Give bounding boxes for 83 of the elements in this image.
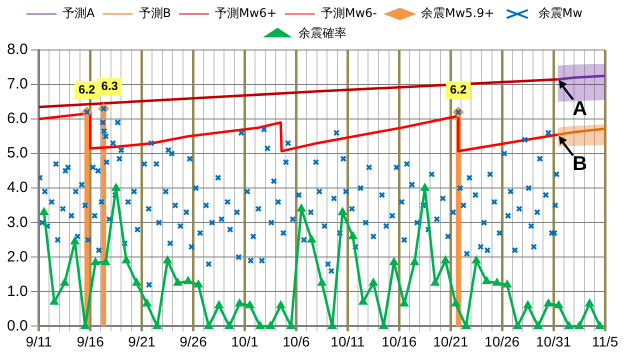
y-tick-label: 5.0: [6, 144, 28, 162]
point: [338, 207, 347, 216]
point: [184, 276, 193, 284]
point: [256, 321, 265, 329]
data-label: 6.2: [450, 82, 467, 96]
y-tick-label: 6.0: [6, 110, 28, 128]
point: [245, 300, 254, 308]
y-tick-label: 0.0: [6, 317, 28, 334]
y-tick-label: 3.0: [6, 214, 28, 231]
x-tick-label: 10/21: [433, 333, 468, 350]
point: [194, 280, 203, 288]
y-tick-label: 4.0: [6, 179, 28, 196]
y-tick-label: 8.0: [6, 41, 28, 58]
point: [296, 204, 306, 212]
point: [420, 183, 430, 191]
point: [492, 278, 502, 286]
point: [132, 278, 142, 286]
legend-label: 予測B: [138, 6, 171, 20]
point: [101, 257, 110, 266]
point: [318, 278, 326, 286]
point: [451, 298, 460, 307]
point: [574, 321, 584, 329]
y-tick-label: 1.0: [6, 282, 28, 300]
point: [390, 257, 398, 266]
x-tick-label: 10/16: [382, 333, 417, 350]
point: [534, 321, 542, 329]
data-label: 6.3: [101, 79, 118, 94]
point: [142, 298, 152, 307]
point: [400, 298, 409, 307]
legend-label: 予測A: [62, 6, 96, 20]
point: [204, 321, 214, 329]
point: [368, 278, 378, 286]
point: [235, 298, 244, 307]
point: [430, 278, 440, 286]
point: [152, 321, 162, 329]
point: [441, 256, 450, 264]
point: [410, 257, 419, 266]
annotation: A: [572, 98, 588, 120]
point: [595, 321, 604, 329]
point: [307, 234, 316, 243]
point: [266, 321, 275, 329]
point: [122, 256, 131, 264]
x-tick-label: 9/21: [128, 333, 156, 350]
x-tick-label: 11/5: [592, 333, 618, 350]
legend-label: 余震Mw5.9+: [420, 6, 494, 20]
point: [70, 236, 80, 244]
point: [482, 276, 492, 284]
point: [112, 183, 120, 191]
point: [276, 300, 286, 308]
point: [523, 300, 532, 308]
y-tick-label: 2.0: [6, 248, 28, 266]
point: [60, 278, 69, 286]
y-tick-label: 7.0: [6, 76, 28, 93]
point: [554, 300, 564, 308]
x-tick-label: 10/1: [231, 333, 259, 350]
point: [462, 321, 470, 329]
point: [214, 300, 224, 308]
x-tick-label: 10/11: [330, 333, 365, 350]
point: [564, 321, 574, 329]
point: [224, 321, 234, 329]
point: [472, 256, 481, 264]
point: [502, 280, 512, 288]
x-tick-label: 9/16: [76, 333, 104, 350]
legend-label: 予測Mw6+: [214, 6, 277, 20]
point: [173, 278, 182, 286]
point: [513, 321, 522, 329]
x-tick-label: 9/26: [180, 333, 208, 350]
x-tick-label: 10/6: [282, 333, 310, 350]
x-tick-label: 10/26: [484, 333, 520, 350]
point: [544, 298, 553, 307]
point: [40, 207, 48, 216]
legend-label: 予測Mw6-: [320, 6, 377, 20]
legend-label: 余震確率: [298, 26, 346, 40]
point: [348, 231, 358, 240]
x-tick-label: 10/31: [536, 333, 572, 350]
legend-label: 余震Mw: [538, 6, 583, 20]
point: [91, 257, 100, 266]
annotation: B: [572, 153, 588, 176]
point: [585, 298, 594, 307]
data-label: 6.2: [78, 82, 96, 96]
point: [358, 297, 368, 305]
x-tick-label: 9/11: [26, 333, 52, 350]
point: [163, 256, 172, 264]
